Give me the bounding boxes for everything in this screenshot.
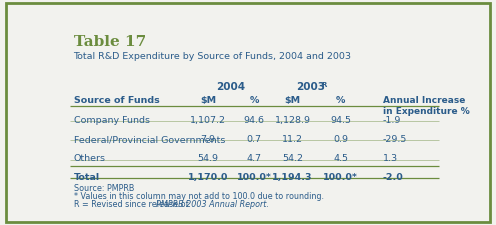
- Text: 1,170.0: 1,170.0: [188, 173, 228, 182]
- Text: 1,107.2: 1,107.2: [190, 116, 226, 125]
- Text: Others: Others: [73, 154, 106, 163]
- Text: R = Revised since release of: R = Revised since release of: [73, 200, 190, 209]
- Text: 0.9: 0.9: [333, 135, 348, 144]
- Text: $M: $M: [285, 96, 301, 105]
- Text: Total R&D Expenditure by Source of Funds, 2004 and 2003: Total R&D Expenditure by Source of Funds…: [73, 52, 352, 61]
- Text: %: %: [249, 96, 259, 105]
- Text: $M: $M: [200, 96, 216, 105]
- Text: 94.6: 94.6: [244, 116, 265, 125]
- Text: 7.9: 7.9: [200, 135, 216, 144]
- Text: 1,128.9: 1,128.9: [275, 116, 310, 125]
- Text: 1,194.3: 1,194.3: [272, 173, 313, 182]
- Text: -29.5: -29.5: [383, 135, 407, 144]
- Text: 100.0*: 100.0*: [323, 173, 358, 182]
- Text: 54.9: 54.9: [197, 154, 219, 163]
- Text: 2003: 2003: [296, 82, 325, 92]
- Text: PMPRB 2003 Annual Report.: PMPRB 2003 Annual Report.: [156, 200, 269, 209]
- Text: 4.7: 4.7: [247, 154, 262, 163]
- Text: Federal/Provincial Governments: Federal/Provincial Governments: [73, 135, 225, 144]
- Text: R: R: [322, 82, 327, 88]
- Text: 54.2: 54.2: [282, 154, 303, 163]
- Text: Company Funds: Company Funds: [73, 116, 149, 125]
- Text: Source: PMPRB: Source: PMPRB: [73, 184, 134, 193]
- Text: Annual Increase
in Expenditure %: Annual Increase in Expenditure %: [383, 96, 470, 116]
- Text: Table 17: Table 17: [73, 35, 146, 49]
- Text: Source of Funds: Source of Funds: [73, 96, 159, 105]
- Text: Total: Total: [73, 173, 100, 182]
- Text: 4.5: 4.5: [333, 154, 348, 163]
- Text: 94.5: 94.5: [330, 116, 351, 125]
- Text: -2.0: -2.0: [383, 173, 404, 182]
- Text: 2004: 2004: [217, 82, 246, 92]
- Text: %: %: [336, 96, 345, 105]
- Text: -1.9: -1.9: [383, 116, 401, 125]
- Text: 100.0*: 100.0*: [237, 173, 272, 182]
- Text: 0.7: 0.7: [247, 135, 262, 144]
- Text: 11.2: 11.2: [282, 135, 303, 144]
- Text: * Values in this column may not add to 100.0 due to rounding.: * Values in this column may not add to 1…: [73, 192, 323, 201]
- Text: 1.3: 1.3: [383, 154, 398, 163]
